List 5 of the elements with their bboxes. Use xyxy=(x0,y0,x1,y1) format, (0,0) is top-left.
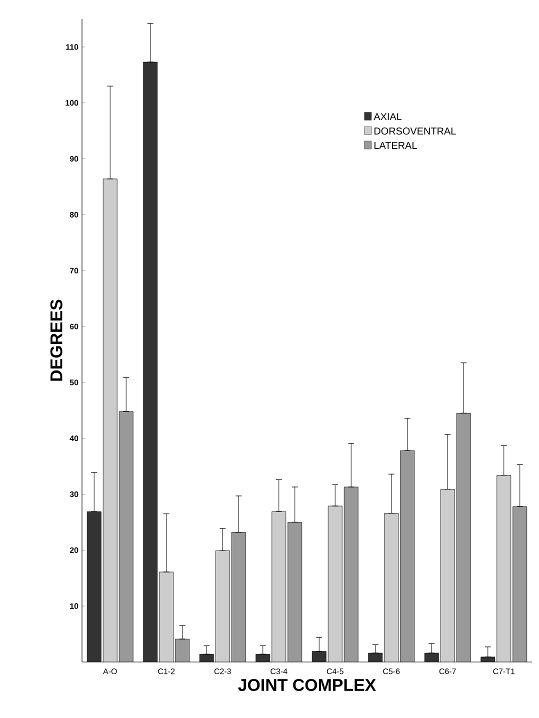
y-axis-title: DEGREES xyxy=(50,300,62,381)
legend-label: DORSOVENTRAL xyxy=(374,128,456,135)
x-axis-title: JOINT COMPLEX xyxy=(238,678,376,691)
legend-label: LATERAL xyxy=(374,142,417,149)
legend-label: AXIAL xyxy=(374,113,402,120)
